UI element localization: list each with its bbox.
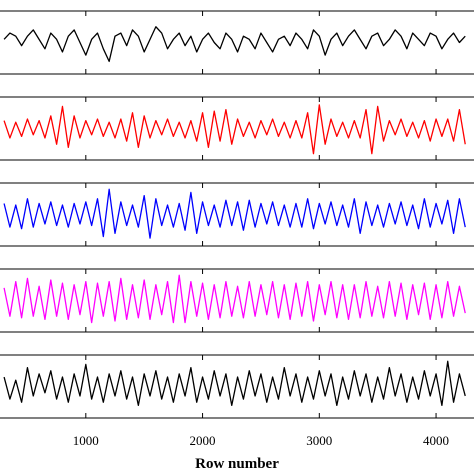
signal-line xyxy=(3,26,466,63)
x-tick-label: 2000 xyxy=(190,433,216,448)
signal-line xyxy=(3,360,466,407)
signal-line xyxy=(3,188,466,239)
x-tick-label: 4000 xyxy=(423,433,449,448)
signal-line xyxy=(3,274,466,324)
x-tick-label: 1000 xyxy=(73,433,99,448)
x-tick-label: 3000 xyxy=(306,433,332,448)
signal-line xyxy=(3,104,466,155)
x-axis-title: Row number xyxy=(195,456,279,472)
